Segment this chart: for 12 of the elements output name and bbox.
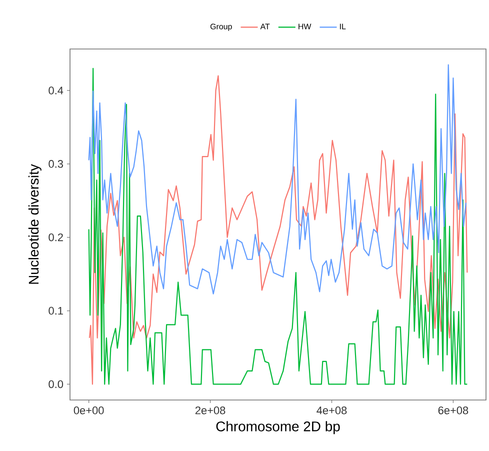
y-tick-label: 0.1 <box>48 306 63 315</box>
x-tick-label: 6e+08 <box>438 406 468 414</box>
y-tick-label: 0.4 <box>48 86 64 94</box>
y-tick-label: 0.3 <box>48 160 63 168</box>
y-axis-title: Nucleotide diversity <box>28 164 42 284</box>
y-tick-label: 0.0 <box>48 380 64 388</box>
x-axis-title: Chromosome 2D bp <box>216 421 340 434</box>
x-tick-label: 2e+08 <box>195 406 226 414</box>
x-tick-label: 4e+08 <box>316 406 347 414</box>
x-tick-label: 0e+00 <box>74 406 104 414</box>
y-tick-label: 0.2 <box>48 233 63 242</box>
line-series <box>88 64 467 294</box>
